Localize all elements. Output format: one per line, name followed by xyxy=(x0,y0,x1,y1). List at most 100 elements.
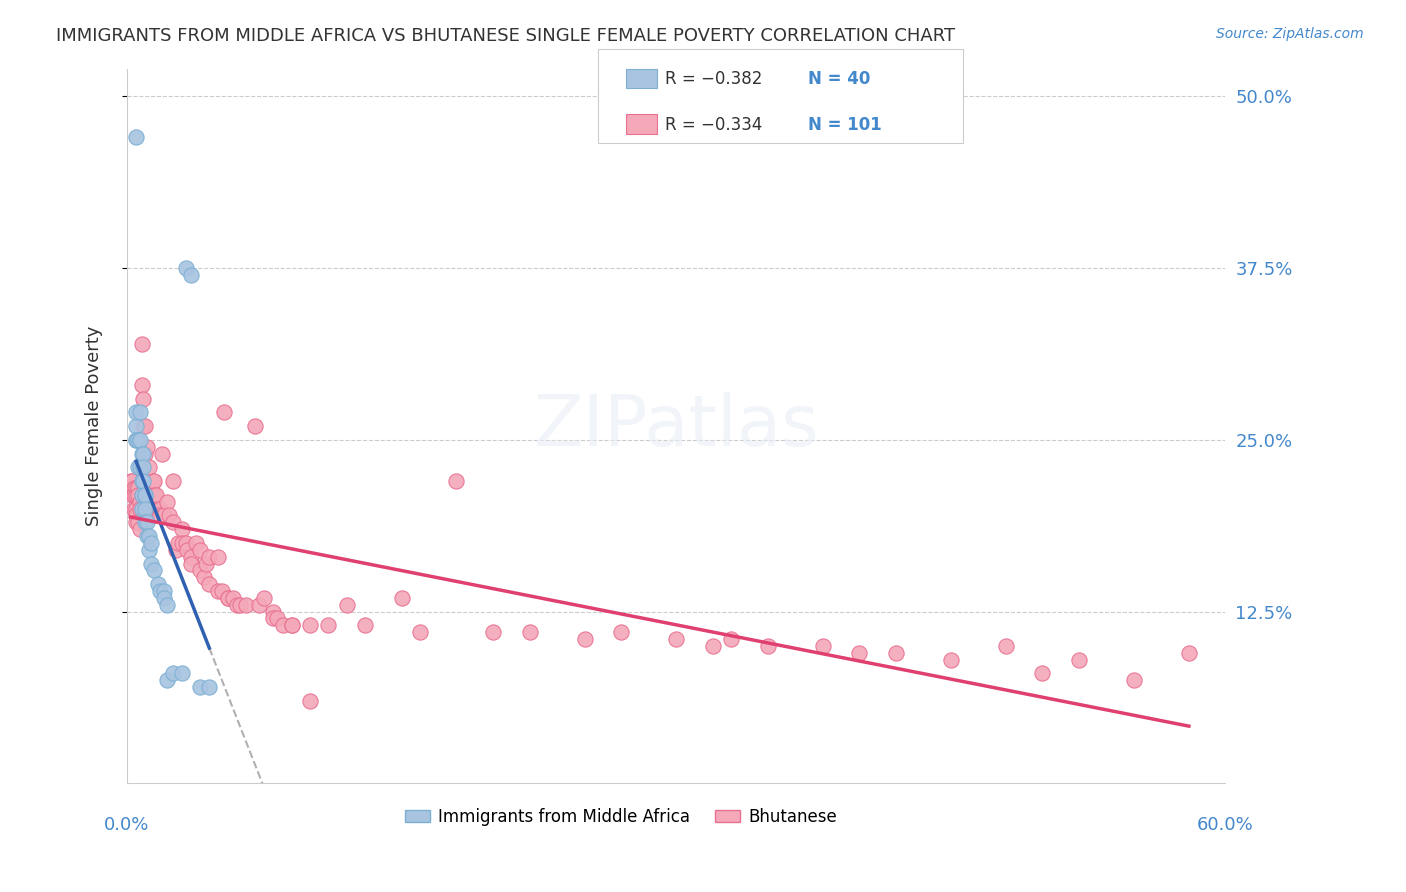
Point xyxy=(128,501,150,516)
Text: Source: ZipAtlas.com: Source: ZipAtlas.com xyxy=(1216,27,1364,41)
Point xyxy=(143,563,166,577)
Point xyxy=(170,666,193,681)
Point xyxy=(139,536,162,550)
Point xyxy=(1067,653,1090,667)
Point xyxy=(198,680,221,694)
Point xyxy=(409,625,432,640)
Point xyxy=(212,405,235,419)
Point xyxy=(125,433,148,447)
Point xyxy=(131,488,153,502)
Point xyxy=(298,694,321,708)
Text: R = −0.382: R = −0.382 xyxy=(665,70,762,88)
Point xyxy=(1122,673,1144,688)
Point xyxy=(127,481,149,495)
Text: ZIPatlas: ZIPatlas xyxy=(533,392,820,460)
Point xyxy=(211,584,233,599)
Point xyxy=(271,618,294,632)
Point xyxy=(354,618,377,632)
Point xyxy=(121,488,143,502)
Point xyxy=(176,542,198,557)
Point xyxy=(156,494,179,508)
Point xyxy=(1031,666,1053,681)
Point xyxy=(128,460,150,475)
Point xyxy=(152,508,174,523)
Point xyxy=(188,542,211,557)
Point xyxy=(336,598,359,612)
Point xyxy=(125,508,148,523)
Point xyxy=(165,542,187,557)
Point xyxy=(143,474,166,488)
Point xyxy=(162,666,184,681)
Point xyxy=(446,474,468,488)
Point xyxy=(193,570,215,584)
Point xyxy=(132,474,155,488)
Text: N = 40: N = 40 xyxy=(808,70,870,88)
Point xyxy=(125,501,148,516)
Point xyxy=(146,501,169,516)
Point xyxy=(180,557,202,571)
Point xyxy=(131,474,153,488)
Point xyxy=(280,618,302,632)
Point xyxy=(122,488,145,502)
Point xyxy=(138,460,160,475)
Point xyxy=(280,618,302,632)
Point xyxy=(134,501,156,516)
Point xyxy=(298,618,321,632)
Point xyxy=(253,591,276,605)
Point xyxy=(136,440,159,454)
Point xyxy=(131,377,153,392)
Point xyxy=(170,522,193,536)
Point xyxy=(222,591,245,605)
Point xyxy=(152,508,174,523)
Point xyxy=(122,501,145,516)
Point xyxy=(136,515,159,529)
Point xyxy=(266,611,288,625)
Point xyxy=(174,260,197,275)
Point xyxy=(121,474,143,488)
Point xyxy=(143,488,166,502)
Point xyxy=(127,433,149,447)
Point xyxy=(136,529,159,543)
Point xyxy=(811,639,834,653)
Point xyxy=(247,598,270,612)
Point xyxy=(127,488,149,502)
Point xyxy=(125,433,148,447)
Point xyxy=(149,508,172,523)
Point xyxy=(125,515,148,529)
Point xyxy=(610,625,633,640)
Point xyxy=(127,460,149,475)
Point xyxy=(138,529,160,543)
Point xyxy=(1178,646,1201,660)
Point xyxy=(702,639,724,653)
Point xyxy=(122,481,145,495)
Point xyxy=(128,405,150,419)
Y-axis label: Single Female Poverty: Single Female Poverty xyxy=(86,326,103,526)
Point xyxy=(134,488,156,502)
Point xyxy=(217,591,239,605)
Point xyxy=(574,632,596,647)
Point xyxy=(884,646,907,660)
Point xyxy=(134,419,156,434)
Point xyxy=(138,542,160,557)
Point xyxy=(132,419,155,434)
Point xyxy=(131,336,153,351)
Point xyxy=(167,536,190,550)
Text: 60.0%: 60.0% xyxy=(1197,815,1254,834)
Point xyxy=(198,549,221,564)
Point xyxy=(125,481,148,495)
Point xyxy=(217,591,239,605)
Point xyxy=(162,474,184,488)
Point xyxy=(243,419,266,434)
Point xyxy=(188,563,211,577)
Point xyxy=(665,632,688,647)
Point xyxy=(994,639,1017,653)
Point xyxy=(152,591,174,605)
Point xyxy=(149,501,172,516)
Point xyxy=(128,433,150,447)
Point xyxy=(207,549,229,564)
Point xyxy=(134,508,156,523)
Point xyxy=(482,625,505,640)
Text: IMMIGRANTS FROM MIDDLE AFRICA VS BHUTANESE SINGLE FEMALE POVERTY CORRELATION CHA: IMMIGRANTS FROM MIDDLE AFRICA VS BHUTANE… xyxy=(56,27,955,45)
Point xyxy=(198,577,221,591)
Point xyxy=(519,625,541,640)
